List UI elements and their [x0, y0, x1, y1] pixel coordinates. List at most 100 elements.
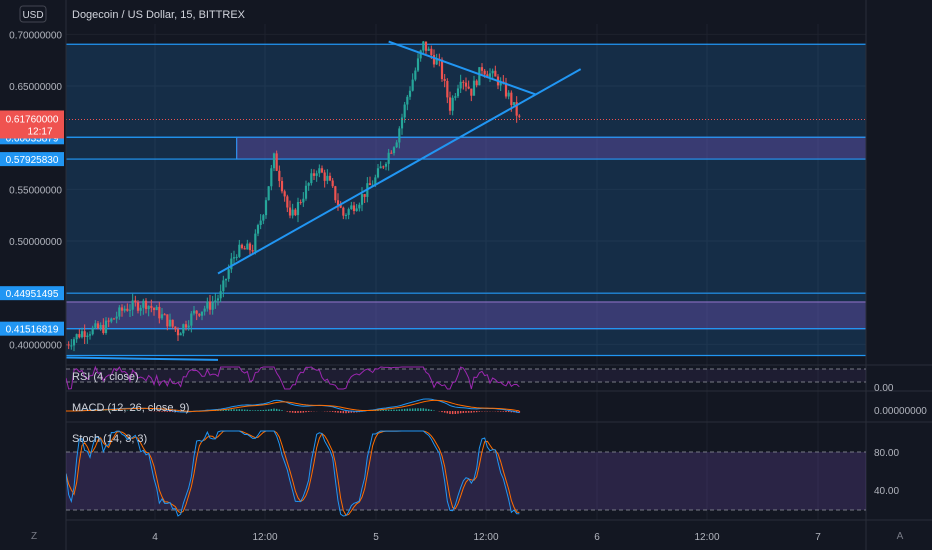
candle-body [270, 168, 273, 187]
candle-body [302, 198, 305, 203]
candle-body [507, 92, 510, 97]
candle-body [483, 70, 486, 75]
candle-body [142, 300, 145, 308]
candle-body [304, 185, 308, 199]
candle-body [227, 269, 230, 279]
candle-body [136, 302, 140, 311]
stoch-pane[interactable] [66, 430, 866, 517]
candle-body [200, 311, 204, 316]
candle-body [355, 208, 358, 212]
rsi-band [66, 369, 866, 382]
candle-body [94, 323, 97, 328]
rsi-label[interactable]: RSI (4, close) [72, 371, 139, 383]
stoch-tick-80: 80.00 [874, 448, 899, 459]
currency-badge[interactable] [19, 5, 47, 23]
candle-body [102, 324, 105, 334]
candle-body [312, 173, 316, 176]
price-tick-label: 0.40000000 [9, 340, 62, 351]
horizontal-levels[interactable] [66, 43, 866, 357]
candle-body [403, 104, 406, 118]
candle-body [83, 331, 86, 337]
candle-body [280, 181, 284, 192]
zone-box [236, 136, 866, 160]
zone-box [66, 44, 866, 356]
time-axis[interactable]: 4 12:00 5 12:00 6 12:00 7 [152, 532, 821, 543]
candles [66, 40, 521, 352]
countdown-timer: 12:17 [27, 126, 52, 137]
candle-body [342, 207, 345, 216]
candle-body [400, 117, 404, 129]
candle-body [352, 205, 356, 212]
candle-body [70, 345, 73, 347]
candle-body [246, 243, 249, 250]
candle-body [259, 220, 262, 226]
macd-pane[interactable] [66, 398, 521, 415]
candle-body [187, 325, 190, 328]
candle-body [150, 305, 153, 308]
candle-body [470, 88, 473, 96]
candle-body [174, 326, 177, 330]
candle-body [424, 41, 428, 51]
candle-body [294, 209, 297, 216]
candle-body [395, 142, 398, 148]
price-level-tags: 0.60035879 0.57925830 0.44951495 0.41516819 [0, 130, 64, 336]
candle-body [451, 97, 454, 111]
candle-body [427, 48, 430, 51]
candle-body [326, 175, 329, 181]
candle-body [494, 70, 497, 77]
candle-body [115, 316, 118, 319]
candle-body [296, 202, 300, 216]
candle-body [120, 307, 124, 311]
candle-body [339, 205, 342, 208]
candle-body [515, 102, 518, 116]
candle-body [112, 318, 116, 320]
candle-body [384, 163, 388, 167]
candle-body [264, 200, 268, 216]
time-label: 12:00 [694, 532, 719, 543]
candle-body [435, 59, 438, 65]
candle-body [275, 153, 278, 171]
timezone-button[interactable]: Z [31, 531, 37, 542]
time-label: 12:00 [473, 532, 498, 543]
candle-body [131, 300, 134, 310]
stoch-label[interactable]: Stoch (14, 3, 3) [72, 433, 147, 445]
trendline [388, 40, 536, 96]
rsi-value: 0.00 [874, 383, 894, 394]
candle-body [224, 278, 228, 281]
rsi-line [66, 365, 520, 390]
candle-body [382, 166, 385, 168]
macd-label[interactable]: MACD (12, 26, close, 9) [72, 402, 189, 414]
candle-body [152, 307, 156, 311]
candle-body [128, 309, 132, 311]
price-level-value: 0.44951495 [6, 289, 59, 300]
candle-body [88, 334, 92, 336]
price-level-tag [0, 152, 64, 167]
candle-body [379, 166, 382, 169]
candle-body [222, 280, 225, 292]
candle-body [475, 80, 478, 86]
rsi-pane[interactable] [66, 365, 866, 390]
candle-body [72, 339, 76, 346]
candle-body [256, 225, 260, 234]
candle-body [358, 204, 361, 209]
candle-body [176, 329, 180, 336]
candle-body [462, 81, 465, 83]
candle-body [347, 209, 350, 215]
candle-body [518, 115, 521, 117]
candle-body [419, 50, 422, 59]
candle-body [488, 73, 492, 77]
candle-body [446, 80, 449, 98]
candle-body [75, 334, 78, 340]
candle-body [422, 41, 425, 51]
candle-body [411, 79, 414, 91]
stoch-d-line [66, 430, 520, 516]
price-axis[interactable]: 0.70000000 0.65000000 0.55000000 0.50000000… [9, 30, 62, 351]
candle-body [486, 74, 489, 77]
candle-body [331, 180, 334, 187]
candle-body [134, 300, 137, 303]
trendlines[interactable] [66, 40, 775, 385]
time-label: 7 [815, 532, 821, 543]
auto-scale-button[interactable]: A [897, 531, 904, 542]
